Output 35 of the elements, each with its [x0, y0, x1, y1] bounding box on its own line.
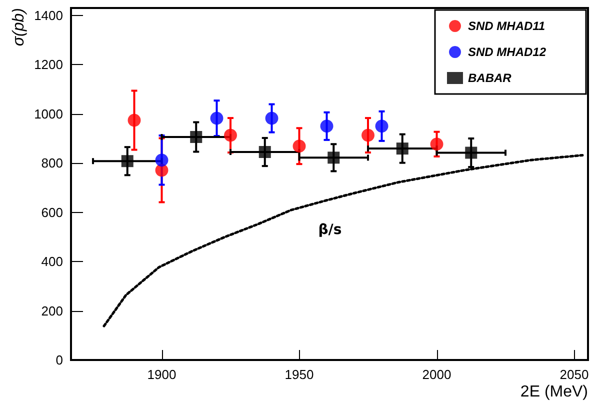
point: [190, 130, 202, 143]
y-tick-label: 400: [41, 254, 63, 270]
point: [121, 155, 134, 168]
y-tick-label: 1000: [34, 106, 63, 122]
point: [375, 120, 388, 133]
point: [210, 112, 224, 125]
annotation: β/s: [318, 222, 342, 238]
point: [362, 128, 374, 142]
point: [128, 114, 141, 127]
point: [328, 152, 340, 164]
x-tick-label: 1950: [284, 367, 314, 382]
point: [465, 146, 478, 159]
point: [258, 146, 271, 158]
point: [430, 138, 444, 151]
legend-label: BABAR: [468, 71, 512, 85]
point: [320, 120, 334, 133]
point: [155, 154, 168, 167]
x-tick-label: 2000: [422, 367, 452, 382]
x-tick-label: 1900: [147, 367, 176, 382]
point: [292, 140, 306, 153]
y-tick-label: 800: [41, 156, 63, 171]
point: [265, 112, 278, 125]
y-tick-label: 1400: [34, 8, 63, 23]
y-tick-label: 1200: [34, 57, 63, 72]
point: [224, 128, 237, 142]
line-series: [102, 154, 584, 328]
point: [396, 142, 408, 155]
y-tick-label: 0: [56, 352, 63, 368]
legend-label: SND MHAD12: [468, 45, 546, 59]
y-axis-title: σ(pb): [10, 8, 28, 46]
x-axis-title: 2E (MeV): [520, 384, 588, 400]
legend-label: SND MHAD11: [468, 19, 546, 33]
x-tick-label: 2050: [560, 367, 589, 382]
y-tick-label: 200: [41, 303, 63, 318]
y-tick-label: 600: [41, 204, 63, 220]
